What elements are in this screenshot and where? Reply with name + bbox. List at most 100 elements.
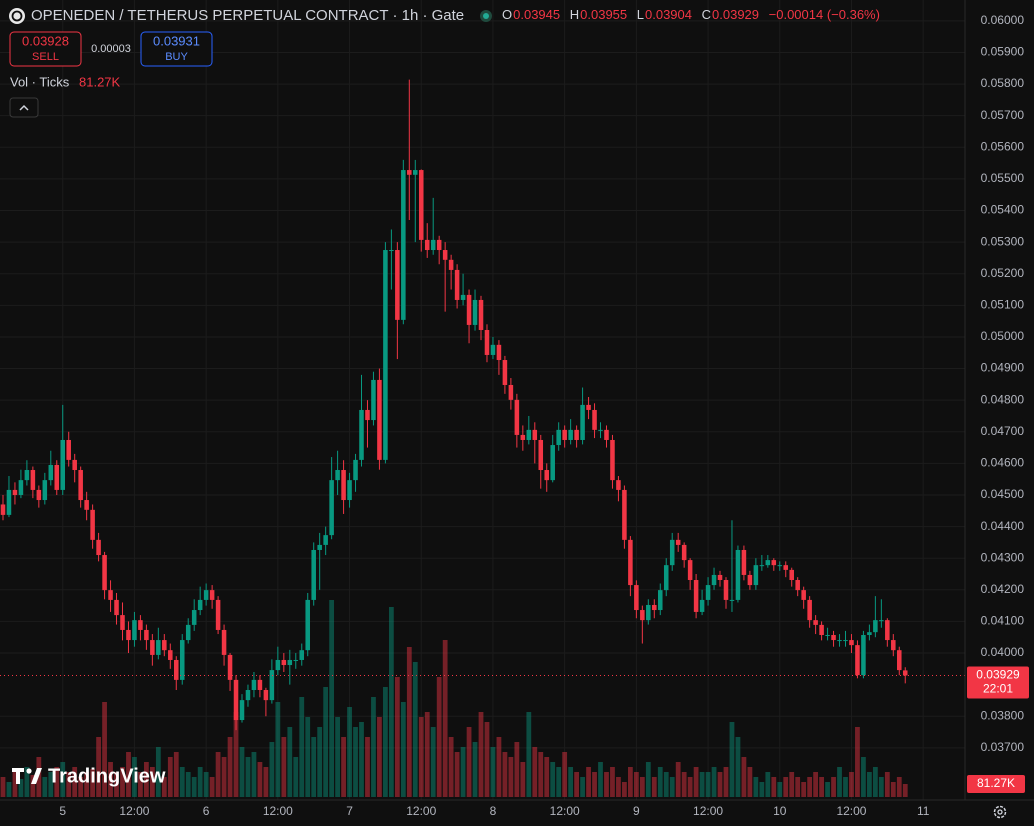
volume-bar [388,607,394,797]
buy-price[interactable]: 0.03931 [153,33,200,48]
volume-bar [616,777,621,797]
candle-body [179,640,185,680]
gear-outer[interactable] [993,805,1007,819]
volume-pane [0,600,908,797]
collapse-frame[interactable] [9,97,39,118]
volume-bar [185,772,191,797]
volume-bar [777,782,783,797]
volume-bar [878,777,884,797]
buy-button[interactable]: 0.03931 BUY [140,31,213,67]
volume-bar [412,662,418,797]
candle-body [550,445,555,481]
volume-bar [538,752,544,797]
volume-bar [215,752,221,797]
collapse-button[interactable] [9,97,39,118]
y-tick-label: 0.04600 [981,456,1025,470]
volume-bar [890,782,896,797]
spread: 0.00003 [91,43,131,55]
sell-label[interactable]: SELL [32,51,59,63]
candle-body [472,299,478,325]
buy-label[interactable]: BUY [165,51,188,63]
x-tick-label: 11 [917,804,930,818]
candle-body [885,620,890,641]
y-tick-label: 0.05100 [981,298,1025,312]
candle-body [448,259,454,270]
buy-button-frame[interactable] [140,31,213,67]
volume-bar [221,757,227,797]
candle-body [377,379,382,460]
volume-bar [580,777,585,797]
candle-body [646,604,651,621]
volume-bar [442,640,448,797]
collapse-icon[interactable] [19,104,29,111]
volume-bar [520,762,526,797]
candle-body [233,679,239,721]
candle-body [801,590,806,600]
volume-bar [855,727,860,797]
price-tag-value: 0.03929 [976,668,1020,682]
volume-bar [639,777,645,797]
candle-body [197,599,203,611]
indicator-value: 81.27K [79,74,121,89]
candle-body [305,599,310,651]
chart-title: OPENEDEN / TETHERUS PERPETUAL CONTRACT ·… [31,7,464,24]
sell-button-frame[interactable] [9,31,82,67]
candle-body [849,640,854,646]
symbol-icon-mark [11,10,23,22]
candle-body [861,635,866,676]
candle-body [353,459,358,481]
change: −0.00014 (−0.36%) [769,7,880,22]
candle-body [891,640,896,651]
candle-body [628,539,633,586]
candle-body [317,544,322,550]
candle-body [114,599,119,616]
y-tick-label: 0.05700 [981,108,1025,122]
volume-bar [460,747,466,797]
candle-body [126,629,131,641]
volume-bar [72,767,78,797]
sell-button[interactable]: 0.03928 SELL [9,31,82,67]
volume-bar [161,777,167,797]
volume-tag [967,774,1025,793]
sell-price[interactable]: 0.03928 [22,33,69,48]
candle-body [902,670,908,676]
candle-body [239,700,245,721]
volume-bar [42,777,48,797]
volume-bar [66,772,72,797]
volume-bar [502,752,508,797]
candle-body [359,409,364,460]
candle-body [323,535,328,545]
volume-tag-value: 81.27K [977,776,1015,790]
price-tag [967,666,1029,699]
volume-bar [843,777,848,797]
volume-bar [341,737,346,797]
volume-bar [574,772,579,797]
volume-bar [78,777,84,797]
volume-bar [311,737,317,797]
ohlc-letter: C [702,7,711,22]
settings-button[interactable] [993,805,1007,819]
volume-bar [293,757,299,797]
candle-body [562,429,567,440]
gear-inner[interactable] [997,809,1003,815]
volume-bar [251,752,257,797]
candle-body [144,629,149,641]
x-tick-label: 5 [59,804,66,818]
candle-body [663,565,669,591]
volume-bar [693,767,699,797]
y-tick-label: 0.05400 [981,203,1025,217]
volume-bar [406,647,412,797]
volume-bar [544,757,550,797]
volume-bar [598,762,603,797]
volume-bar [239,747,245,797]
candle-body [699,599,705,612]
x-tick-label: 6 [203,804,210,818]
volume-bar [430,727,436,797]
candle-body [705,585,711,600]
volume-bar [245,757,251,797]
candle-body [813,620,818,625]
volume-bar [317,727,323,797]
candle-body [879,620,884,622]
volume-bar [377,717,382,797]
volume-bar [191,777,197,797]
